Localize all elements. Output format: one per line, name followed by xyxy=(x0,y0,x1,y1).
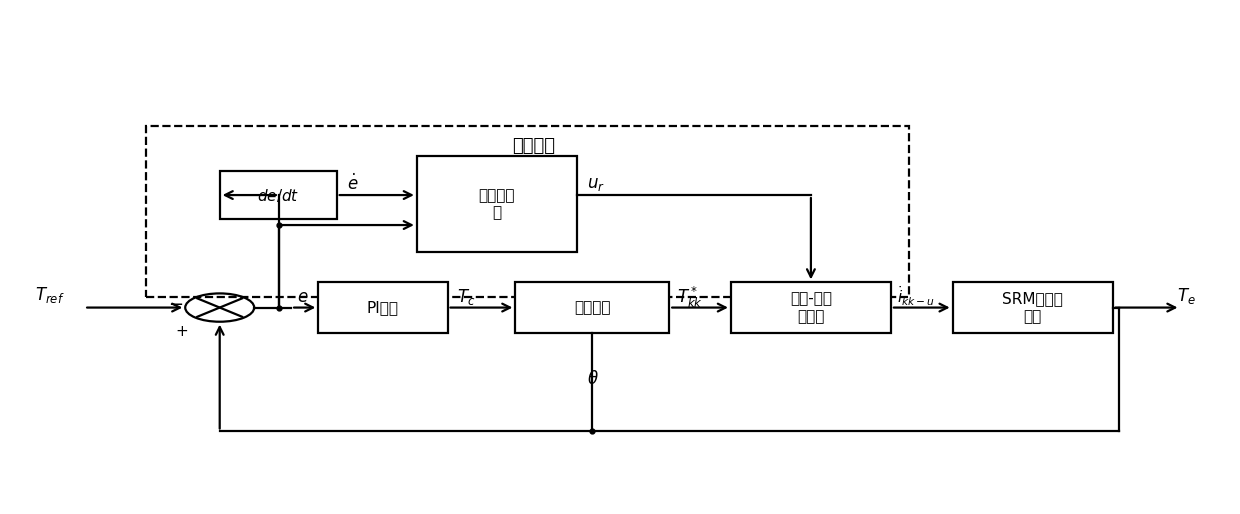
Text: $\dot{e}$: $\dot{e}$ xyxy=(346,174,358,194)
Text: 转矩分配: 转矩分配 xyxy=(574,300,610,315)
Text: $T_{kk}^*$: $T_{kk}^*$ xyxy=(677,285,703,310)
Text: $de/dt$: $de/dt$ xyxy=(257,187,299,204)
Text: 转矩-电流
逆模型: 转矩-电流 逆模型 xyxy=(790,291,832,324)
Text: $\dot{i}_{kk-u}$: $\dot{i}_{kk-u}$ xyxy=(897,285,935,308)
Bar xyxy=(219,171,337,219)
Text: 模糊补偿: 模糊补偿 xyxy=(512,137,556,155)
Bar xyxy=(417,156,577,252)
Bar xyxy=(319,282,448,333)
Text: $\theta$: $\theta$ xyxy=(587,371,599,389)
Bar xyxy=(730,282,892,333)
Text: PI调节: PI调节 xyxy=(367,300,399,315)
Text: $T_e$: $T_e$ xyxy=(1177,286,1195,306)
Text: SRM非线性
系统: SRM非线性 系统 xyxy=(1002,291,1063,324)
Text: −: − xyxy=(167,296,184,314)
Text: $e$: $e$ xyxy=(298,288,309,306)
Bar xyxy=(952,282,1112,333)
Text: $u_r$: $u_r$ xyxy=(587,175,605,193)
Text: $T_{ref}$: $T_{ref}$ xyxy=(35,285,64,305)
Bar xyxy=(516,282,670,333)
Bar xyxy=(146,125,909,298)
Text: $T_c$: $T_c$ xyxy=(458,287,476,307)
Text: +: + xyxy=(175,324,188,339)
Text: 模糊补偿
器: 模糊补偿 器 xyxy=(479,188,515,220)
